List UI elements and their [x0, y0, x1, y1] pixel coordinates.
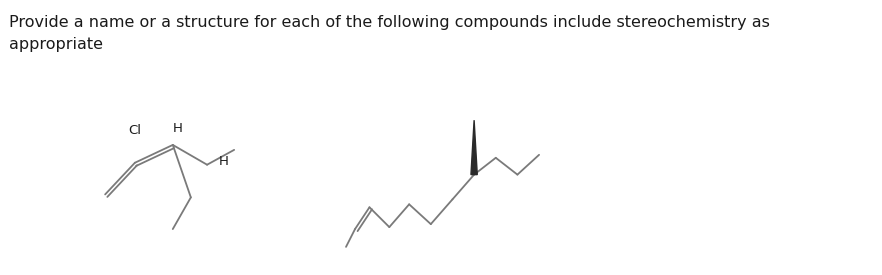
Text: H: H: [219, 155, 228, 168]
Text: Provide a name or a structure for each of the following compounds include stereo: Provide a name or a structure for each o…: [9, 15, 769, 30]
Text: Cl: Cl: [129, 123, 141, 137]
Text: H: H: [172, 122, 183, 134]
Text: appropriate: appropriate: [9, 37, 102, 52]
Polygon shape: [471, 120, 477, 175]
